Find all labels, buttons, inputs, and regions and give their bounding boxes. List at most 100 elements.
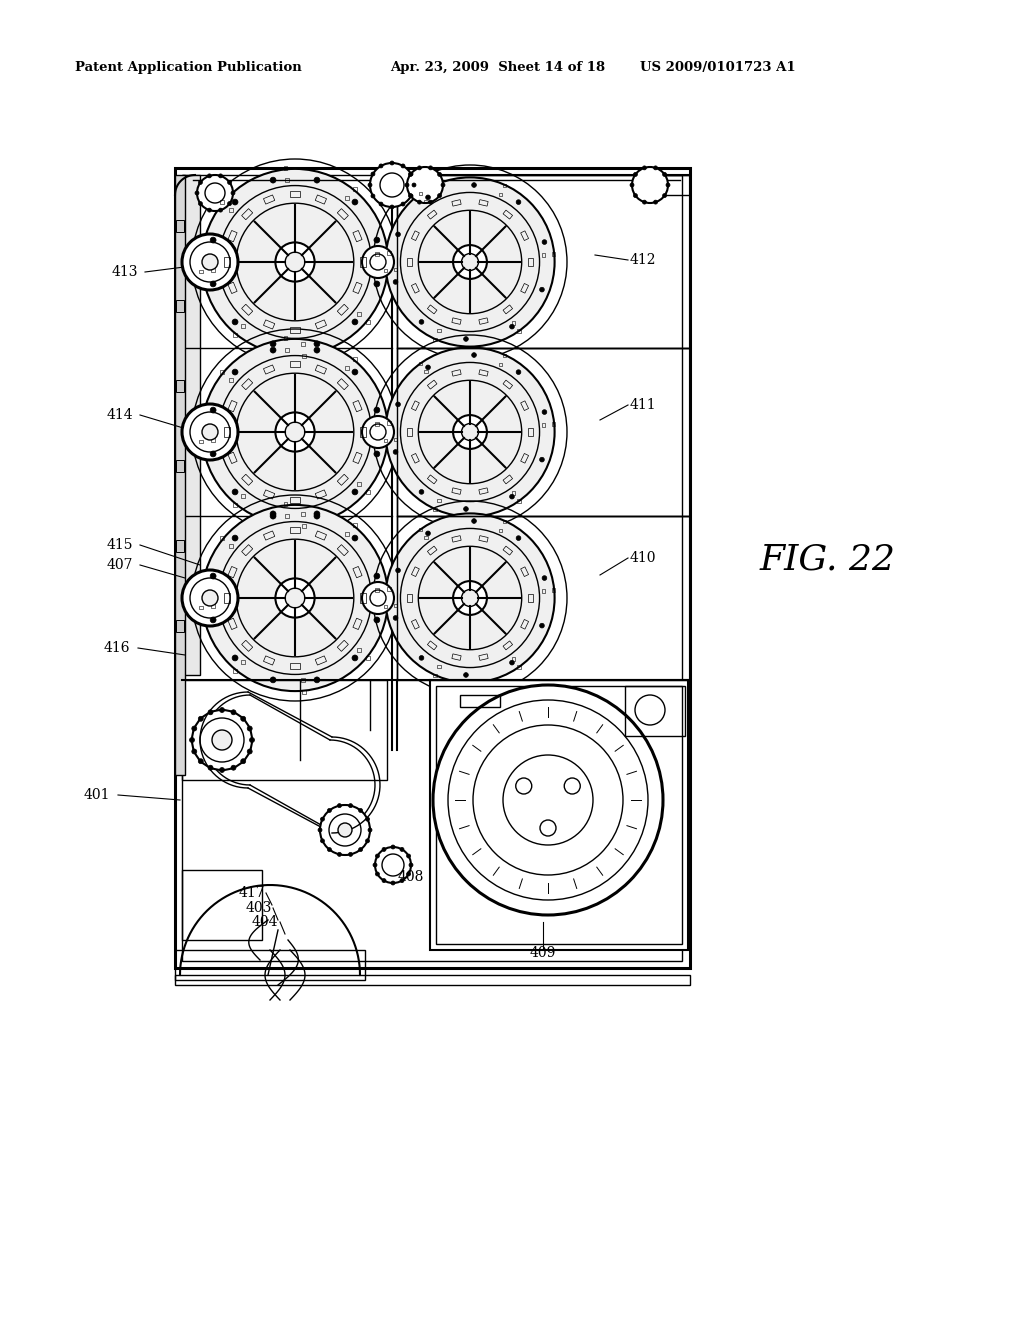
Text: 413: 413 — [112, 265, 138, 279]
Circle shape — [663, 194, 667, 198]
Circle shape — [385, 513, 555, 682]
Bar — [427, 380, 437, 389]
Text: 414: 414 — [106, 408, 133, 422]
Circle shape — [379, 202, 383, 206]
Circle shape — [348, 853, 352, 857]
Bar — [302, 354, 306, 358]
Circle shape — [376, 873, 380, 876]
Circle shape — [208, 710, 213, 715]
Circle shape — [247, 726, 252, 731]
Circle shape — [385, 177, 555, 347]
Circle shape — [338, 804, 341, 808]
Bar — [176, 220, 184, 232]
Bar — [353, 566, 362, 578]
Bar — [375, 252, 379, 256]
Circle shape — [286, 589, 305, 607]
Bar — [220, 201, 224, 205]
Bar — [425, 536, 428, 540]
Bar — [182, 870, 262, 940]
Bar — [479, 536, 488, 543]
Circle shape — [426, 195, 430, 199]
Bar — [512, 321, 515, 325]
Bar — [452, 370, 461, 376]
Circle shape — [328, 847, 332, 851]
Circle shape — [314, 341, 319, 347]
Bar — [433, 508, 436, 511]
Bar — [407, 257, 412, 267]
Bar — [199, 269, 203, 273]
Circle shape — [270, 177, 276, 183]
Circle shape — [182, 234, 238, 290]
Circle shape — [472, 182, 476, 187]
Circle shape — [231, 191, 234, 195]
Bar — [387, 421, 391, 425]
Circle shape — [391, 845, 395, 849]
Bar — [353, 400, 362, 412]
Bar — [228, 453, 238, 463]
Circle shape — [218, 209, 222, 213]
Bar — [176, 459, 184, 473]
Circle shape — [275, 412, 314, 451]
Circle shape — [231, 766, 236, 770]
Circle shape — [540, 820, 556, 836]
Bar — [242, 209, 253, 219]
Circle shape — [352, 488, 357, 495]
Circle shape — [368, 183, 372, 187]
Circle shape — [385, 347, 555, 516]
Bar — [436, 686, 682, 944]
Circle shape — [208, 209, 211, 213]
Bar — [301, 678, 305, 682]
Bar — [503, 380, 513, 389]
Bar — [427, 546, 437, 556]
Circle shape — [197, 176, 233, 211]
Bar — [412, 619, 419, 630]
Circle shape — [358, 847, 362, 851]
Bar — [387, 251, 391, 255]
Bar — [460, 696, 500, 708]
Circle shape — [241, 717, 246, 721]
Circle shape — [393, 615, 398, 620]
Circle shape — [462, 424, 478, 441]
Circle shape — [419, 656, 424, 660]
Text: FIG. 22: FIG. 22 — [760, 543, 896, 577]
Bar — [242, 545, 253, 556]
Circle shape — [352, 370, 357, 375]
Circle shape — [314, 347, 319, 352]
Bar — [356, 313, 360, 317]
Circle shape — [409, 194, 413, 198]
Circle shape — [368, 828, 372, 832]
Circle shape — [634, 194, 637, 198]
Bar — [345, 366, 349, 370]
Bar — [337, 640, 348, 651]
Bar — [655, 176, 690, 195]
Circle shape — [218, 174, 222, 178]
Bar — [353, 282, 362, 293]
Circle shape — [418, 201, 422, 205]
Bar — [337, 209, 348, 219]
Bar — [387, 586, 391, 590]
Bar — [315, 656, 327, 665]
Circle shape — [286, 252, 305, 272]
Bar — [503, 305, 513, 314]
Bar — [479, 370, 488, 376]
Bar — [242, 640, 253, 651]
Bar — [542, 424, 546, 426]
Circle shape — [464, 507, 468, 511]
Bar — [241, 494, 245, 498]
Text: 411: 411 — [630, 399, 656, 412]
Bar — [503, 354, 506, 356]
Circle shape — [516, 199, 521, 205]
Circle shape — [426, 531, 430, 536]
Bar — [419, 193, 422, 195]
Circle shape — [371, 172, 375, 176]
Text: 408: 408 — [398, 870, 424, 884]
Circle shape — [208, 174, 211, 178]
Bar — [290, 663, 300, 668]
Bar — [315, 319, 327, 329]
Bar — [407, 594, 412, 602]
Circle shape — [366, 817, 370, 821]
Bar — [479, 653, 488, 660]
Bar — [419, 362, 422, 366]
Circle shape — [374, 616, 380, 623]
Bar — [452, 488, 461, 495]
